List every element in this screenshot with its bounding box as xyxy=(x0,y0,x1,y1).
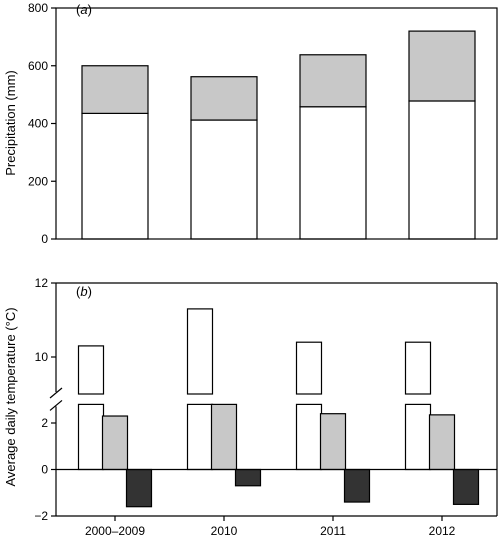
y-tick-label-a: 200 xyxy=(28,174,48,188)
precip-bar-2-s1 xyxy=(299,54,367,108)
y-tick-label-a: 400 xyxy=(28,117,48,131)
temp-bar-dark-0 xyxy=(125,468,153,508)
y-tick-label-a: 0 xyxy=(41,232,48,246)
temp-bar-grey-0 xyxy=(101,415,129,471)
precip-bar-0-s0 xyxy=(81,112,149,240)
y-tick-label-b: 2 xyxy=(41,416,48,430)
axis-break-mark xyxy=(49,387,63,399)
temperature-panel: (b) Average daily temperature (°C) −2 0 2 1… xyxy=(3,276,498,538)
temp-bar-grey-2 xyxy=(319,413,347,471)
x-category-label: 2010 xyxy=(211,524,238,538)
temp-bar-white-lower-2 xyxy=(295,403,323,471)
temp-bar-white-lower-1 xyxy=(186,403,214,471)
temp-bar-dark-2 xyxy=(343,468,371,503)
temp-bar-white-upper-2 xyxy=(295,341,323,395)
y-tick-label-b: 12 xyxy=(35,276,49,290)
temp-bar-white-lower-0 xyxy=(77,403,105,471)
precip-bar-3-s1 xyxy=(408,30,476,102)
temp-bar-dark-3 xyxy=(452,468,480,505)
y-tick-label-b: 0 xyxy=(41,463,48,477)
temp-bar-white-lower-3 xyxy=(404,403,432,471)
precip-bar-3-s0 xyxy=(408,100,476,240)
x-category-label: 2000–2009 xyxy=(85,524,145,538)
y-axis-title-temperature: Average daily temperature (°C) xyxy=(3,307,18,486)
y-tick-label-b: 10 xyxy=(35,350,49,364)
y-tick-label-b: −2 xyxy=(34,509,48,523)
precip-bar-2-s0 xyxy=(299,106,367,240)
temp-bar-white-upper-0 xyxy=(77,345,105,395)
temp-bar-grey-3 xyxy=(428,414,456,471)
x-category-label: 2011 xyxy=(320,524,346,538)
temp-bar-white-upper-1 xyxy=(186,308,214,395)
precipitation-panel: (a) Precipitation (mm) 0 200 400 600 800 xyxy=(3,1,498,246)
axis-break-mark xyxy=(49,399,63,411)
precip-bar-1-s1 xyxy=(190,76,258,121)
panel-b-label: (b) xyxy=(76,284,92,299)
temp-bar-grey-1 xyxy=(210,403,238,471)
temp-bar-white-upper-3 xyxy=(404,341,432,395)
y-tick-label-a: 600 xyxy=(28,59,48,73)
precip-bar-0-s1 xyxy=(81,65,149,114)
y-axis-title-precipitation: Precipitation (mm) xyxy=(3,70,18,175)
precip-bar-1-s0 xyxy=(190,119,258,240)
y-tick-label-a: 800 xyxy=(28,1,48,15)
panel-a-label: (a) xyxy=(76,2,92,17)
temp-bar-dark-1 xyxy=(234,468,262,487)
x-category-label: 2012 xyxy=(429,524,456,538)
